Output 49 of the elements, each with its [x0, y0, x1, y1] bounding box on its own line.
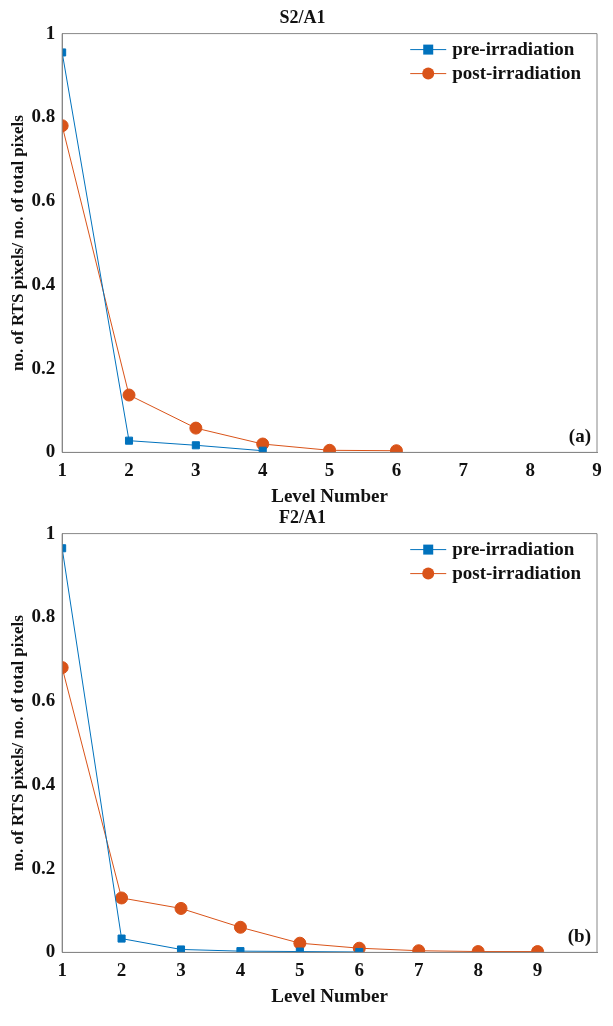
- x-tick-label: 5: [324, 458, 335, 480]
- point: [124, 436, 134, 445]
- x-tick-label: 8: [473, 958, 483, 980]
- x-tick-label: 6: [391, 458, 402, 480]
- legend-label: pre-irradiation: [452, 537, 575, 559]
- y-tick-label: 0.2: [31, 856, 56, 878]
- x-tick-label: 4: [235, 958, 246, 980]
- x-tick-label: 5: [295, 958, 305, 980]
- annotation: (a): [568, 424, 591, 447]
- y-tick-label: 0.6: [31, 189, 56, 211]
- point: [117, 934, 126, 943]
- x-tick-label: 9: [532, 958, 543, 980]
- point: [191, 441, 200, 450]
- point: [122, 388, 136, 402]
- x-tick-label: 9: [592, 458, 602, 480]
- chart-title: S2/A1: [279, 7, 326, 28]
- y-axis-title: no. of RTS pixels/ no. of total pixels: [7, 114, 27, 371]
- y-tick-label: 0: [45, 440, 56, 462]
- x-tick-label: 3: [176, 958, 186, 980]
- chart-title: F2/A1: [279, 507, 326, 528]
- x-axis-title: Level Number: [271, 984, 389, 1006]
- y-tick-label: 0.4: [31, 772, 56, 794]
- legend-label: post-irradiation: [452, 561, 582, 583]
- y-tick-label: 0.6: [31, 689, 56, 711]
- y-tick-label: 0.8: [31, 605, 56, 627]
- legend-label: post-irradiation: [452, 61, 582, 83]
- y-tick-label: 0.4: [31, 272, 56, 294]
- x-tick-label: 4: [257, 458, 268, 480]
- y-tick-label: 0: [45, 940, 56, 962]
- y-axis-title: no. of RTS pixels/ no. of total pixels: [7, 614, 27, 871]
- x-tick-label: 2: [116, 958, 127, 980]
- y-tick-label: 0.2: [31, 356, 56, 378]
- x-tick-label: 3: [191, 458, 201, 480]
- x-tick-label: 7: [458, 458, 469, 480]
- x-tick-label: 7: [413, 958, 424, 980]
- point: [115, 891, 129, 905]
- x-axis-title: Level Number: [271, 484, 389, 506]
- x-tick-label: 2: [124, 458, 134, 480]
- point: [189, 421, 203, 435]
- x-tick-label: 8: [525, 458, 535, 480]
- annotation: (b): [567, 924, 591, 947]
- legend-label: pre-irradiation: [452, 37, 575, 59]
- point: [174, 901, 188, 915]
- y-tick-label: 1: [45, 21, 56, 43]
- point: [233, 920, 247, 934]
- point: [176, 945, 186, 953]
- y-tick-label: 0.8: [31, 105, 56, 127]
- x-tick-label: 6: [354, 958, 365, 980]
- y-tick-label: 1: [45, 521, 56, 543]
